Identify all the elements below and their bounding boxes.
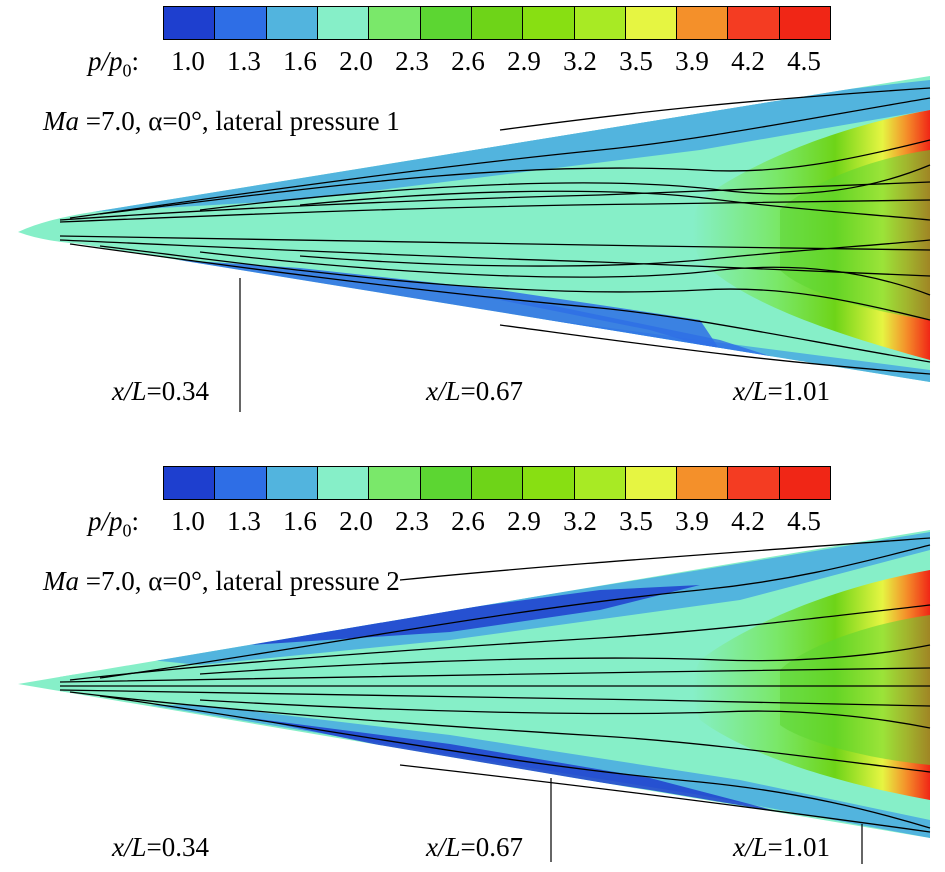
colorbar-label: p/p0: [88, 46, 140, 81]
colorbar-segment [317, 467, 370, 499]
colorbar-tick: 1.6 [283, 506, 317, 536]
colorbar-segment [779, 7, 831, 39]
colorbar-tick: 1.0 [171, 46, 205, 76]
colorbar-tick: 3.2 [563, 46, 597, 76]
contour-panel-lateral-pressure-2: p/p0: 1.0 1.3 1.6 2.0 2.3 2.6 2.9 3.2 3.… [0, 460, 945, 872]
colorbar-tick: 4.5 [787, 46, 821, 76]
colorbar-ticks: 1.0 1.3 1.6 2.0 2.3 2.6 2.9 3.2 3.5 3.9 … [168, 46, 868, 80]
colorbar-segment [266, 467, 318, 499]
colorbar-tick: 4.2 [731, 506, 765, 536]
colorbar-segment [164, 7, 216, 39]
colorbar-segment [728, 7, 780, 39]
colorbar-tick: 3.9 [675, 46, 709, 76]
colorbar-segment [625, 7, 678, 39]
colorbar-tick: 1.3 [227, 46, 261, 76]
colorbar-segment [369, 467, 421, 499]
colorbar-segment [677, 467, 729, 499]
pressure-contour-plot-1 [18, 76, 931, 412]
colorbar-segment [317, 7, 370, 39]
colorbar-tick: 2.6 [451, 506, 485, 536]
colorbar-segment [523, 7, 575, 39]
station-label-067: x/L=0.67 [426, 832, 523, 862]
colorbar-segment [164, 467, 216, 499]
colorbar-tick: 3.5 [619, 506, 653, 536]
colorbar-tick: 3.5 [619, 46, 653, 76]
colorbar-segment [420, 7, 472, 39]
colorbar-segment [266, 7, 318, 39]
case-title: Ma =7.0, α=0°, lateral pressure 1 [43, 106, 400, 136]
colorbar-tick: 2.0 [339, 506, 373, 536]
contour-panel-lateral-pressure-1: p/p0: 1.0 1.3 1.6 2.0 2.3 2.6 2.9 3.2 3.… [18, 6, 931, 412]
colorbar-segment [523, 467, 575, 499]
colorbar-segment [369, 7, 421, 39]
case-title: Ma =7.0, α=0°, lateral pressure 2 [43, 566, 400, 596]
colorbar-tick: 1.0 [171, 506, 205, 536]
colorbar-tick: 2.6 [451, 46, 485, 76]
colorbar-tick: 2.3 [395, 46, 429, 76]
colorbar-tick: 3.2 [563, 506, 597, 536]
station-label-034: x/L=0.34 [112, 376, 209, 406]
colorbar-tick: 2.0 [339, 46, 373, 76]
colorbar-label: p/p0: [88, 506, 140, 541]
station-label-034: x/L=0.34 [112, 832, 209, 862]
colorbar-tick: 1.6 [283, 46, 317, 76]
colorbar-segment [215, 7, 267, 39]
colorbar-tick: 2.9 [507, 506, 541, 536]
colorbar [163, 466, 831, 500]
colorbar-segment [215, 467, 267, 499]
colorbar-tick: 3.9 [675, 506, 709, 536]
streamlines-2 [59, 537, 931, 833]
colorbar-tick: 4.2 [731, 46, 765, 76]
colorbar-segment [574, 7, 626, 39]
colorbar-tick: 4.5 [787, 506, 821, 536]
colorbar-ticks: 1.0 1.3 1.6 2.0 2.3 2.6 2.9 3.2 3.5 3.9 … [168, 506, 868, 540]
colorbar-tick: 2.9 [507, 46, 541, 76]
station-label-067: x/L=0.67 [426, 376, 523, 406]
colorbar-segment [574, 467, 626, 499]
colorbar-segment [728, 467, 780, 499]
colorbar-segment [677, 7, 729, 39]
colorbar-segment [625, 467, 678, 499]
station-label-101: x/L=1.01 [733, 832, 830, 862]
streamlines-1 [59, 87, 931, 375]
colorbar-segment [471, 7, 524, 39]
colorbar-tick: 1.3 [227, 506, 261, 536]
colorbar-tick: 2.3 [395, 506, 429, 536]
colorbar [163, 6, 831, 40]
colorbar-segment [471, 467, 524, 499]
colorbar-segment [420, 467, 472, 499]
station-label-101: x/L=1.01 [733, 376, 830, 406]
pressure-contour-plot-2 [18, 530, 931, 864]
colorbar-segment [779, 467, 831, 499]
